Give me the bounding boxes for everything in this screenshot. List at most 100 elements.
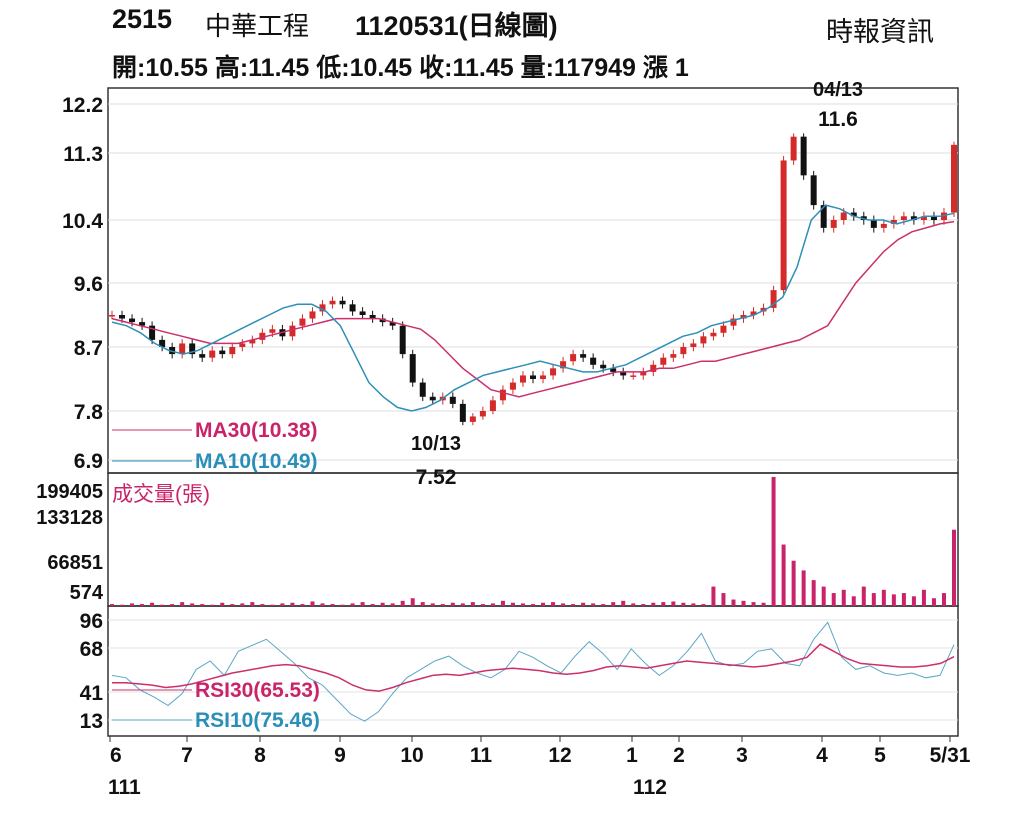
volume-bar bbox=[911, 596, 916, 606]
candle-body bbox=[880, 223, 887, 228]
candle-body bbox=[519, 375, 526, 383]
stock-name: 中華工程 bbox=[205, 11, 310, 41]
volume-bar bbox=[901, 593, 906, 606]
volume-bar bbox=[861, 586, 866, 606]
volume-bar bbox=[360, 602, 365, 606]
rsi-tick-label: 68 bbox=[80, 638, 104, 661]
source-label: 時報資訊 bbox=[826, 17, 934, 47]
candle-body bbox=[469, 416, 476, 422]
volume-bar bbox=[240, 603, 245, 606]
candle-body bbox=[249, 339, 256, 344]
volume-bar bbox=[541, 602, 546, 606]
price-tick-label: 12.2 bbox=[62, 94, 103, 117]
candle-body bbox=[840, 212, 847, 220]
volume-bar bbox=[470, 602, 475, 606]
candle-body bbox=[940, 212, 947, 220]
volume-bar bbox=[651, 602, 656, 606]
volume-panel-label: 成交量(張) bbox=[112, 483, 210, 506]
price-tick-label: 9.6 bbox=[74, 273, 103, 296]
volume-bar bbox=[931, 598, 936, 606]
candle-body bbox=[359, 311, 366, 315]
candle-body bbox=[730, 318, 737, 326]
volume-bar bbox=[631, 603, 636, 606]
candle-body bbox=[159, 339, 166, 347]
ma10-legend-label: MA10(10.49) bbox=[195, 450, 318, 473]
volume-bar bbox=[691, 603, 696, 606]
candle-body bbox=[299, 318, 306, 326]
peak-annotation-date: 04/13 bbox=[813, 79, 863, 101]
volume-bar bbox=[711, 586, 716, 606]
trough-annotation-date: 10/13 bbox=[411, 433, 461, 455]
volume-bar bbox=[721, 593, 726, 606]
candle-body bbox=[219, 350, 226, 355]
candle-body bbox=[710, 332, 717, 337]
volume-bar bbox=[380, 602, 385, 606]
rsi-tick-label: 13 bbox=[80, 710, 103, 733]
volume-bar bbox=[120, 604, 125, 606]
candle-body bbox=[620, 371, 627, 376]
volume-bar bbox=[200, 604, 205, 606]
year-label-111: 111 bbox=[108, 776, 141, 799]
volume-bar bbox=[140, 604, 145, 606]
candle-body bbox=[580, 354, 587, 358]
x-tick-label: 8 bbox=[254, 744, 266, 767]
price-tick-label: 10.4 bbox=[62, 210, 103, 233]
candle-body bbox=[590, 357, 597, 365]
candle-body bbox=[810, 175, 817, 206]
volume-bar bbox=[250, 602, 255, 606]
volume-bar bbox=[601, 604, 606, 606]
ma30-line bbox=[111, 220, 955, 398]
volume-bar bbox=[701, 604, 706, 606]
volume-bar bbox=[480, 604, 485, 606]
candle-body bbox=[179, 343, 186, 355]
candle-body bbox=[680, 347, 687, 355]
volume-bar bbox=[941, 593, 946, 606]
rsi30-legend-label: RSI30(65.53) bbox=[195, 679, 320, 702]
candle-body bbox=[720, 325, 727, 333]
x-tick-label: 6 bbox=[110, 744, 122, 767]
candle-body bbox=[339, 300, 346, 305]
date-period-label: 1120531(日線圖) bbox=[355, 11, 558, 41]
candle-body bbox=[951, 144, 957, 213]
candle-body bbox=[600, 364, 607, 369]
candle-body bbox=[770, 290, 777, 308]
candle-body bbox=[650, 364, 657, 372]
volume-panel-frame bbox=[107, 472, 959, 607]
rsi10-line bbox=[111, 621, 955, 722]
candle-body bbox=[329, 300, 336, 305]
volume-bar bbox=[460, 603, 465, 606]
volume-bar bbox=[280, 603, 285, 606]
candle-body bbox=[259, 332, 266, 340]
volume-bar bbox=[761, 602, 766, 606]
volume-bar bbox=[751, 602, 756, 606]
candle-body bbox=[900, 216, 907, 220]
volume-bar bbox=[851, 596, 856, 606]
volume-bar bbox=[561, 603, 566, 606]
stock-code: 2515 bbox=[112, 4, 173, 34]
candle-body bbox=[189, 343, 196, 355]
candle-body bbox=[780, 160, 787, 291]
candle-body bbox=[459, 403, 466, 422]
volume-bar bbox=[681, 602, 686, 606]
candle-body bbox=[570, 354, 577, 362]
x-tick-label: 5 bbox=[874, 744, 886, 767]
volume-bar bbox=[821, 586, 826, 606]
volume-bar bbox=[781, 544, 786, 606]
candle-body bbox=[790, 136, 797, 161]
volume-bar bbox=[150, 602, 155, 606]
volume-bar bbox=[420, 602, 425, 606]
candle-body bbox=[449, 396, 456, 404]
volume-bar bbox=[871, 593, 876, 606]
volume-bar bbox=[891, 594, 896, 606]
x-tick-label: 9 bbox=[334, 744, 346, 767]
candle-body bbox=[509, 382, 516, 390]
volume-bar bbox=[190, 603, 195, 606]
volume-bar bbox=[330, 604, 335, 606]
volume-bar bbox=[551, 602, 556, 606]
candle-body bbox=[499, 389, 506, 401]
candle-body bbox=[920, 216, 927, 220]
price-tick-label: 6.9 bbox=[74, 450, 103, 473]
x-tick-label: 11 bbox=[470, 744, 493, 767]
candle-body bbox=[199, 354, 206, 358]
